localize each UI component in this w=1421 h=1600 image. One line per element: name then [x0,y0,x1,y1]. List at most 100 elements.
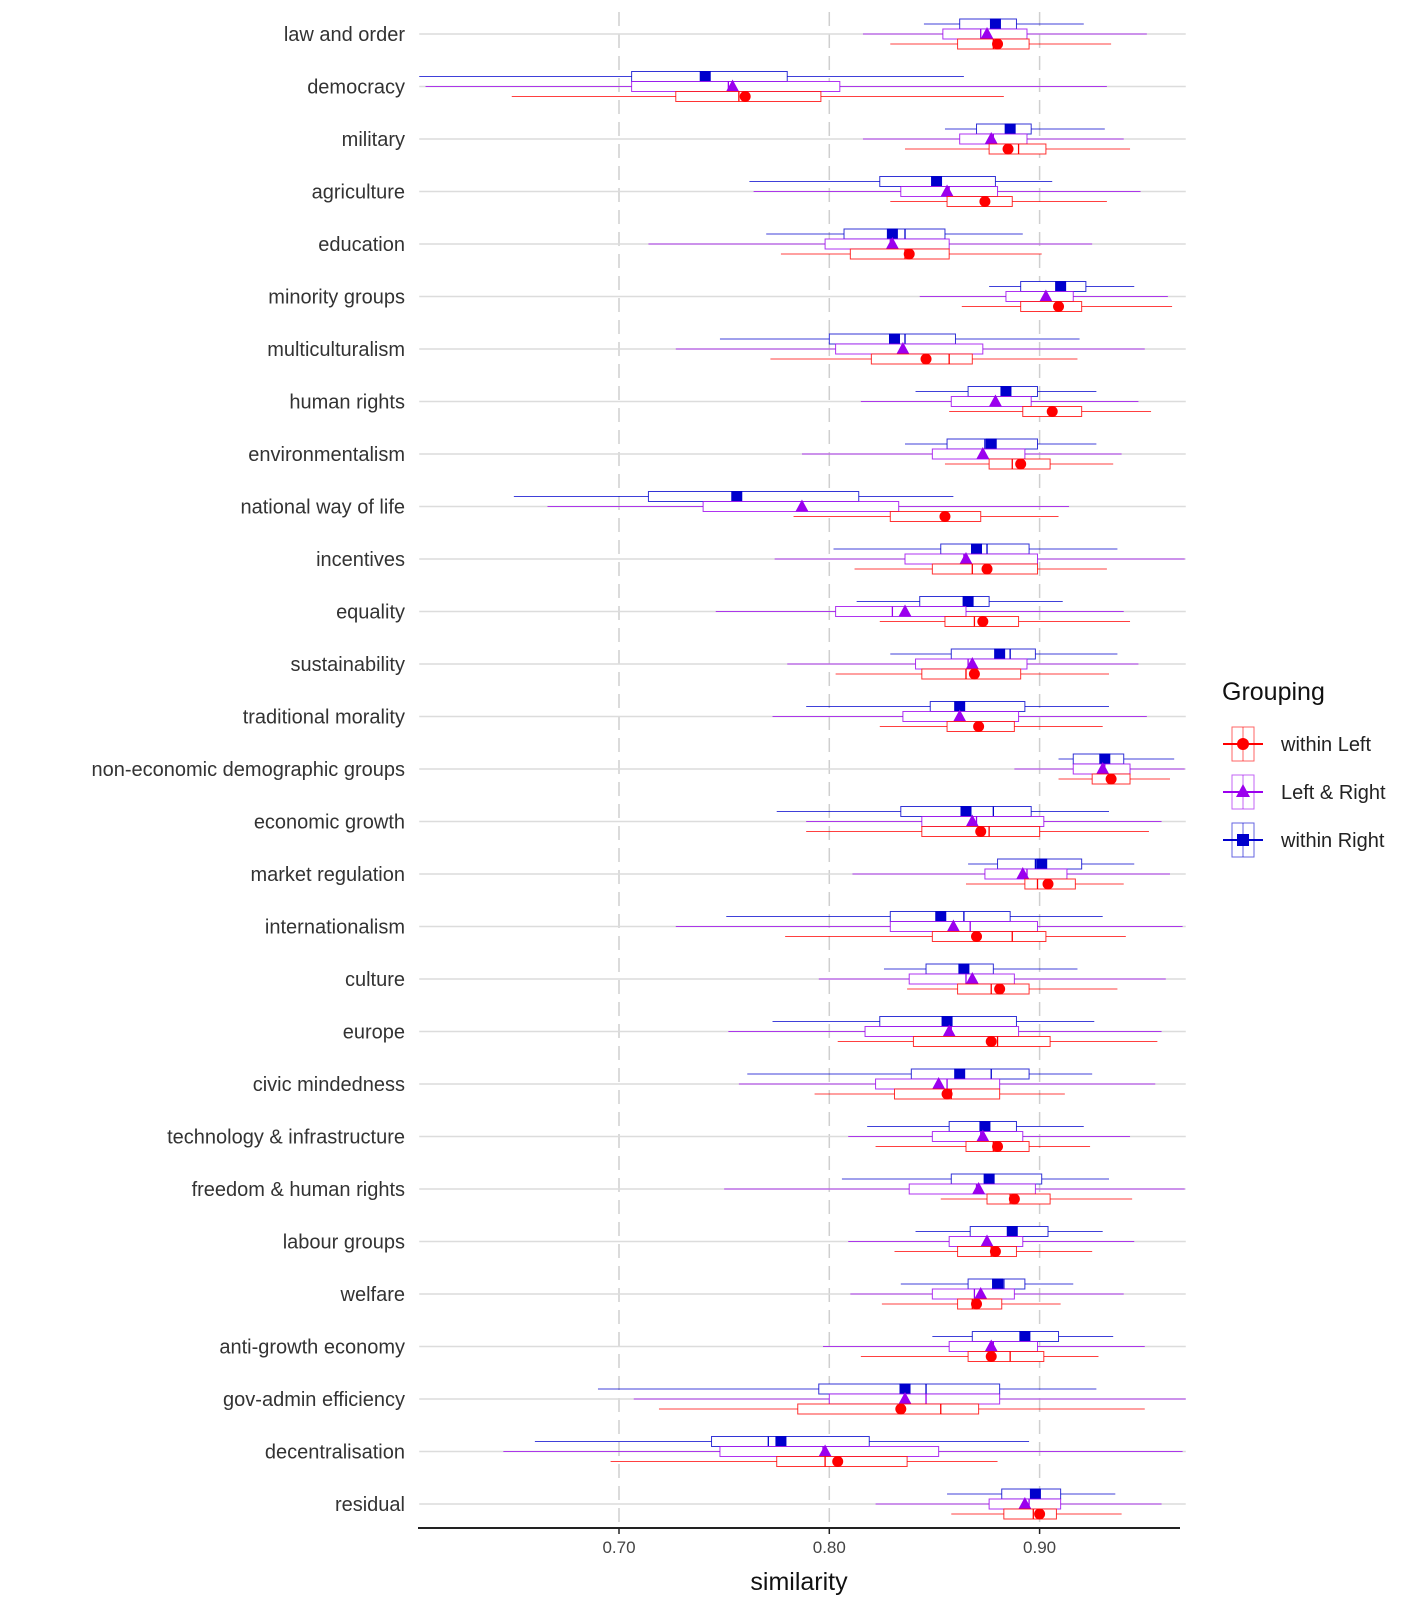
box [940,543,1030,555]
boxplot-within-right [947,1488,1116,1500]
boxplot-within-left [770,353,1078,365]
box [828,1393,1001,1405]
mean-point [898,604,912,617]
mean-point [989,18,1001,30]
mean-point [976,447,990,459]
mean-point [942,1024,956,1037]
mean-point [959,552,973,564]
box [950,648,1036,660]
boxplot-within-left [806,826,1149,837]
category-labels: law and order democracy military agricultur… [91,24,405,1516]
box [957,983,1030,995]
box [647,491,860,502]
mean-point [895,1403,907,1415]
boxplot-left-right [774,552,1185,565]
mean-point [699,71,711,82]
mean-point [958,963,970,975]
boxplot-left-right [724,1182,1185,1195]
boxplot-within-right [806,701,1109,712]
legend-label: within Left [1280,734,1371,756]
legend-key-marker [1237,738,1249,750]
boxplot-within-left [860,1351,1099,1362]
mean-point [818,1444,832,1457]
mean-point [976,1129,990,1142]
category-label: gov-admin efficiency [223,1389,405,1411]
mean-point [985,1351,997,1362]
mean-point [1016,867,1030,879]
boxplot-within-left [793,511,1059,522]
boxplot-within-left [940,1193,1133,1205]
box [889,921,1038,932]
category-label: residual [335,1494,405,1516]
boxplot-within-right [597,1383,1097,1395]
box [889,511,982,522]
box [967,1351,1045,1362]
box [971,1331,1060,1342]
mean-point [888,333,900,345]
mean-point [1055,281,1067,292]
mean-point [941,1016,953,1027]
box [988,143,1047,155]
mean-point [899,1383,911,1395]
mean-point [1039,289,1053,302]
boxplot-left-right [675,919,1183,932]
category-label: economic growth [254,812,405,834]
box [976,123,1032,135]
mean-point [954,1068,966,1080]
boxplot-left-right [850,1287,1124,1300]
category-label: democracy [307,77,405,99]
x-tick-label: 0.90 [1023,1538,1056,1557]
boxplot-within-left [785,931,1126,942]
mean-point [1004,123,1016,135]
boxplot-left-right [806,814,1162,827]
boxplot-within-left [890,38,1112,50]
boxplot-within-left [879,616,1131,627]
mean-point [739,91,751,102]
mean-point [920,353,932,365]
boxplot-within-right [905,438,1097,450]
box [910,1068,1030,1080]
boxplot-within-left [875,1141,1091,1152]
category-label: welfare [340,1284,405,1306]
box [908,1183,1036,1195]
category-label: labour groups [283,1232,405,1254]
boxplot-left-right [425,79,1107,92]
mean-point [731,491,743,502]
mean-point [992,1141,1004,1152]
mean-point [1042,878,1054,890]
category-label: equality [336,602,405,624]
category-label: internationalism [265,917,405,939]
mean-point [994,648,1006,660]
boxplot-left-right [860,394,1139,407]
category-label: decentralisation [265,1442,405,1464]
mean-point [886,228,898,240]
boxplot-within-right [867,1121,1084,1132]
mean-point [1096,762,1110,774]
boxplot-within-left [835,668,1109,680]
boxplot-within-right [856,596,1063,607]
mean-point [984,132,998,144]
mean-point [992,1278,1004,1290]
mean-point [775,1436,787,1447]
boxplot-within-left [905,143,1131,155]
boxplot-within-right [968,858,1135,870]
category-label: anti-growth economy [219,1337,405,1359]
category-label: multiculturalism [267,339,405,361]
mean-point [954,701,966,712]
box [711,1436,870,1447]
boxplot-within-right [989,281,1135,292]
mean-point [979,196,991,207]
boxplot-within-right [719,333,1080,345]
boxplot-within-left [854,563,1107,575]
mean-point [962,596,974,607]
legend-entry: Left & Right [1223,774,1386,810]
boxplot-within-right [923,18,1084,30]
boxplot-within-right [776,806,1109,817]
legend: Grouping within Left Left & Right within R… [1222,678,1386,858]
category-label: education [318,234,405,256]
mean-point [940,184,954,197]
mean-point [898,1392,912,1404]
boxplot-within-left [511,91,1004,102]
boxplot-left-right [848,1234,1135,1247]
